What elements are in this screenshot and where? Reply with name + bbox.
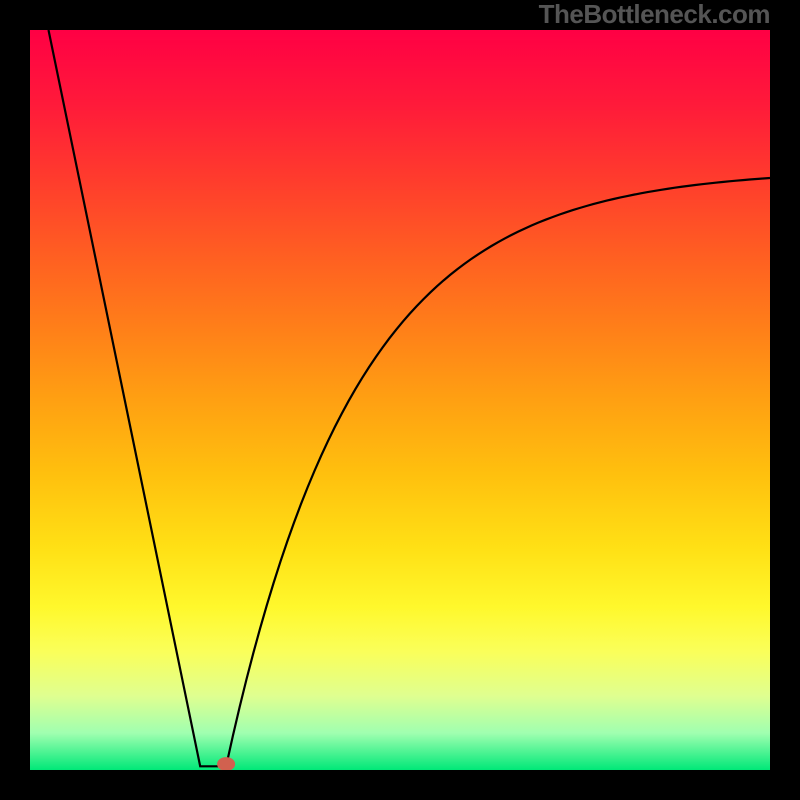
- bottleneck-curve-svg: [30, 30, 770, 770]
- watermark-text: TheBottleneck.com: [539, 0, 770, 28]
- bottleneck-curve: [49, 30, 771, 766]
- plot-area: [30, 30, 770, 770]
- valley-marker: [217, 757, 235, 770]
